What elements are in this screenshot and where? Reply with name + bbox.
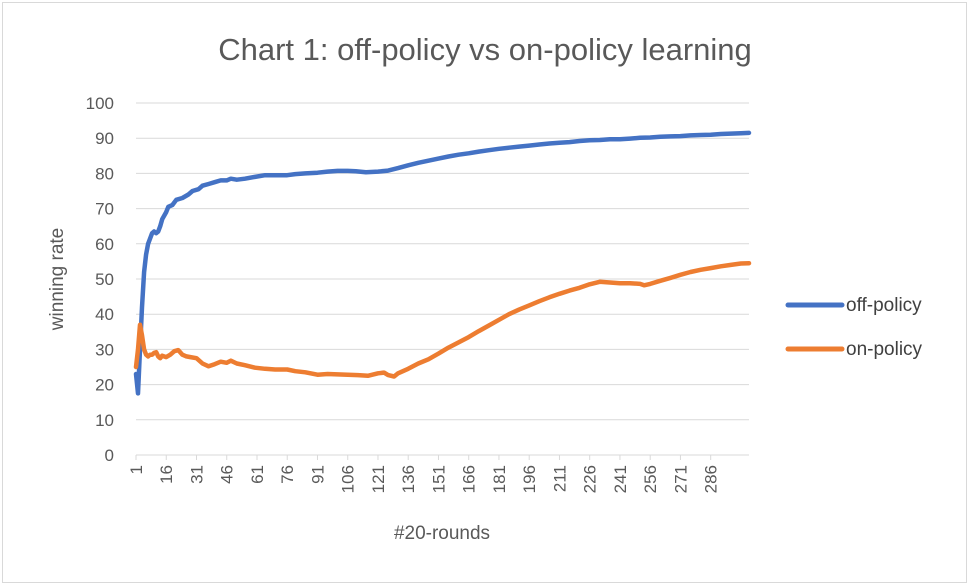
x-tick-label: 271 [671, 465, 690, 493]
legend: off-policy on-policy [785, 295, 923, 360]
y-tick-label: 40 [95, 305, 114, 324]
x-tick-label: 76 [278, 465, 297, 484]
x-tick-label: 241 [611, 465, 630, 493]
series-line-on-policy [133, 260, 752, 379]
y-axis-ticks: 0 10 20 30 40 50 60 70 80 90 100 [86, 94, 114, 465]
x-tick-label: 91 [308, 465, 327, 484]
y-tick-label: 80 [95, 164, 114, 183]
x-tick-label: 151 [429, 465, 448, 493]
x-tick-label: 1 [127, 465, 146, 474]
y-axis-title: winning rate [47, 228, 68, 331]
x-tick-label: 181 [490, 465, 509, 493]
x-tick-label: 121 [369, 465, 388, 493]
x-tick-label: 226 [581, 465, 600, 493]
gridlines [136, 102, 749, 421]
legend-label-off-policy: off-policy [846, 295, 922, 316]
x-tick-label: 61 [248, 465, 267, 484]
x-tick-label: 46 [218, 465, 237, 484]
y-tick-label: 90 [95, 129, 114, 148]
x-tick-label: 106 [339, 465, 358, 493]
series-line-off-policy [133, 130, 752, 396]
x-axis-title: #20-rounds [394, 523, 490, 544]
y-tick-label: 0 [105, 446, 114, 465]
legend-label-on-policy: on-policy [846, 339, 923, 360]
y-tick-label: 20 [95, 376, 114, 395]
x-tick-label: 16 [157, 465, 176, 484]
y-tick-label: 50 [95, 270, 114, 289]
x-tick-label: 196 [520, 465, 539, 493]
y-tick-label: 10 [95, 411, 114, 430]
y-tick-label: 70 [95, 200, 114, 219]
x-tick-label: 256 [641, 465, 660, 493]
x-tick-label: 166 [460, 465, 479, 493]
x-tick-label: 136 [399, 465, 418, 493]
y-tick-label: 100 [86, 94, 114, 113]
x-tick-label: 211 [550, 465, 569, 492]
y-tick-label: 30 [95, 340, 114, 359]
x-tick-label: 31 [187, 465, 206, 484]
x-axis-ticks: 1 16 31 46 61 76 91 106 121 136 151 166 181 196 211 226… [127, 455, 721, 493]
series-lines [133, 130, 752, 396]
x-tick-label: 286 [702, 465, 721, 493]
y-tick-label: 60 [95, 235, 114, 254]
chart-title: Chart 1: off-policy vs on-policy learnin… [218, 32, 752, 67]
